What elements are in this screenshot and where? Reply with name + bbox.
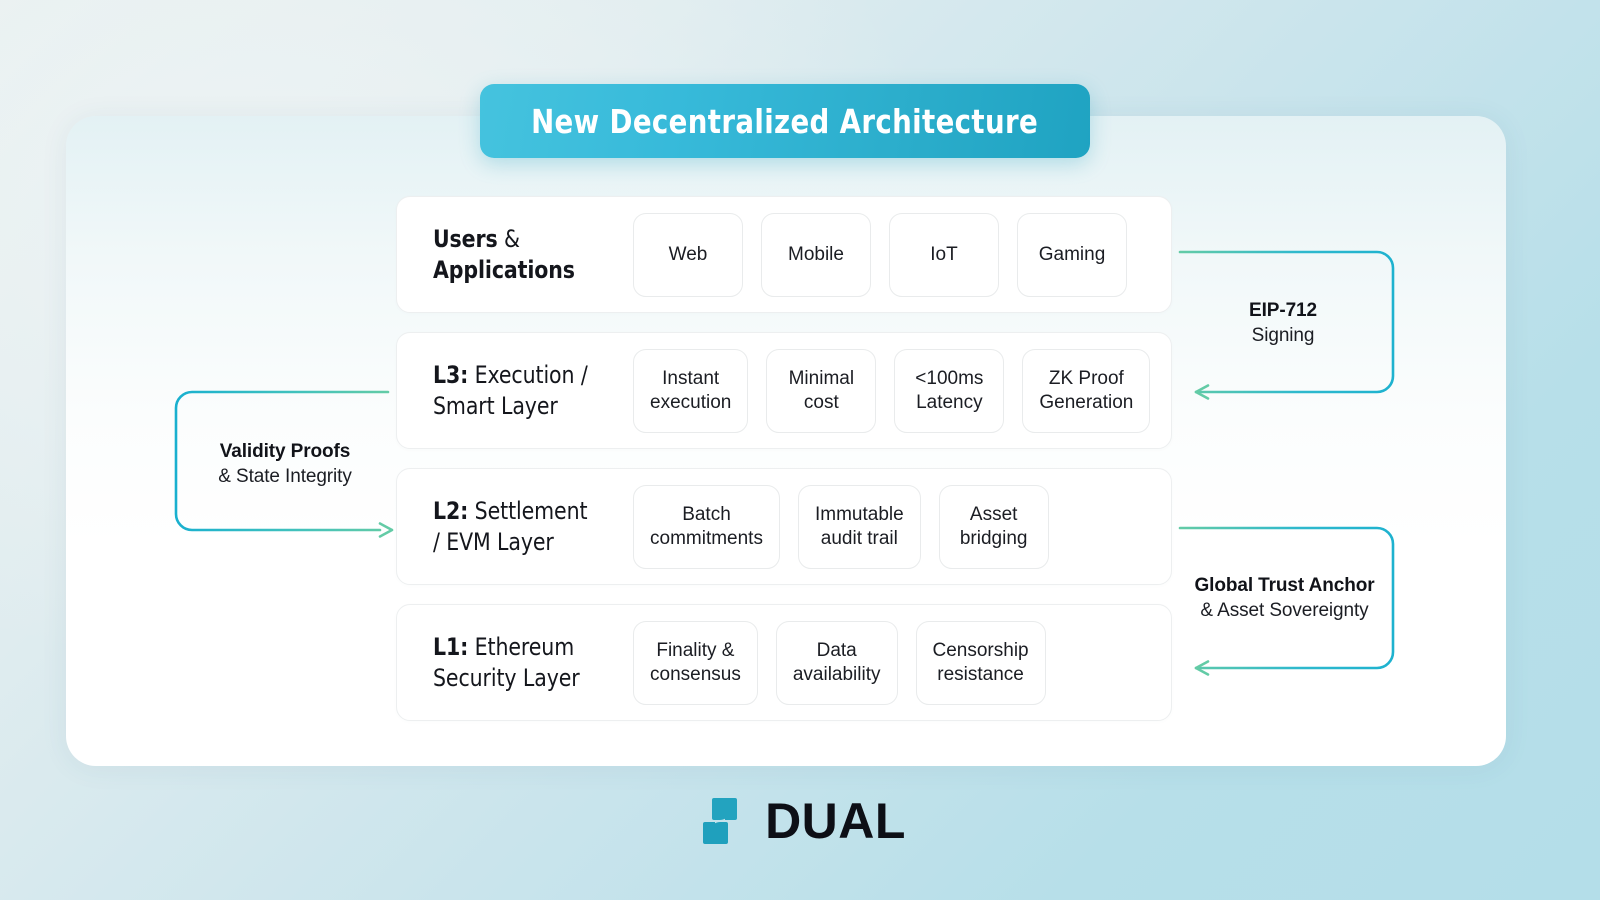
- layer-row: L1: Ethereum Security Layer Finality & con…: [396, 604, 1172, 721]
- layer-title-lead: Users: [433, 224, 498, 253]
- layer-chip[interactable]: <100ms Latency: [894, 348, 1005, 433]
- annotation-eip712-line1: EIP-712: [1249, 300, 1317, 321]
- annotation-eip712: EIP-712 Signing: [1198, 299, 1368, 348]
- annotation-eip712-line2: Signing: [1251, 324, 1315, 346]
- annotation-validity-proofs-line1: Validity Proofs: [219, 441, 351, 462]
- annotation-global-trust-anchor-line1: Global Trust Anchor: [1194, 575, 1375, 596]
- layer-chip[interactable]: Immutable audit trail: [797, 484, 921, 569]
- layer-chip[interactable]: Censorship resistance: [915, 620, 1046, 705]
- layer-row: Users & Applications Web Mobile IoT Gaming: [396, 196, 1172, 313]
- annotation-validity-proofs-line2: & State Integrity: [218, 465, 352, 487]
- layer-chip[interactable]: Batch commitments: [633, 484, 780, 569]
- layer-chip[interactable]: Finality & consensus: [633, 620, 758, 705]
- layer-chip[interactable]: Data availability: [775, 620, 898, 705]
- layer-chip-group: Finality & consensus Data availability Cen…: [633, 620, 1046, 705]
- layer-title-lead: L3:: [433, 360, 469, 389]
- layer-chip[interactable]: Instant execution: [633, 348, 749, 433]
- brand-name: DUAL: [765, 793, 906, 849]
- layer-title-rest: Settlement: [468, 496, 588, 525]
- footer-logo: DUAL: [0, 792, 1600, 850]
- layer-title-lead: L1:: [433, 632, 469, 661]
- annotation-validity-proofs: Validity Proofs & State Integrity: [182, 440, 388, 489]
- layer-row: L3: Execution / Smart Layer Instant execut…: [396, 332, 1172, 449]
- layer-chip[interactable]: Asset bridging: [938, 484, 1049, 569]
- layer-chip-group: Batch commitments Immutable audit trail As…: [633, 484, 1049, 569]
- layer-title-line2: Applications: [433, 255, 575, 284]
- title-banner: New Decentralized Architecture: [480, 84, 1090, 158]
- layer-chip[interactable]: Gaming: [1017, 212, 1127, 297]
- layer-title: Users & Applications: [433, 224, 623, 285]
- layer-chip[interactable]: Web: [633, 212, 743, 297]
- page-title: New Decentralized Architecture: [531, 101, 1039, 141]
- annotation-global-trust-anchor-line2: & Asset Sovereignty: [1200, 599, 1369, 621]
- layer-title-line2: Security Layer: [433, 663, 580, 692]
- layer-title: L2: Settlement / EVM Layer: [433, 496, 623, 557]
- layer-chip[interactable]: IoT: [889, 212, 999, 297]
- layer-row: L2: Settlement / EVM Layer Batch commitmen…: [396, 468, 1172, 585]
- layer-title-line2: Smart Layer: [433, 391, 558, 420]
- layer-chip-group: Web Mobile IoT Gaming: [633, 212, 1127, 297]
- layer-title-line2: / EVM Layer: [433, 527, 554, 556]
- layer-title-lead: L2:: [433, 496, 469, 525]
- layer-title-rest: &: [497, 224, 520, 253]
- annotation-global-trust-anchor: Global Trust Anchor & Asset Sovereignty: [1182, 574, 1387, 623]
- dual-mark-icon: [703, 798, 738, 844]
- layer-title: L3: Execution / Smart Layer: [433, 360, 623, 421]
- layer-chip-group: Instant execution Minimal cost <100ms Late…: [633, 348, 1151, 433]
- layer-chip[interactable]: Minimal cost: [766, 348, 877, 433]
- layer-chip[interactable]: ZK Proof Generation: [1022, 348, 1151, 433]
- layer-title-rest: Ethereum: [468, 632, 575, 661]
- layer-chip[interactable]: Mobile: [761, 212, 871, 297]
- layer-title: L1: Ethereum Security Layer: [433, 632, 623, 693]
- layer-title-rest: Execution /: [468, 360, 588, 389]
- architecture-layer-stack: Users & Applications Web Mobile IoT Gaming L3:…: [396, 196, 1172, 721]
